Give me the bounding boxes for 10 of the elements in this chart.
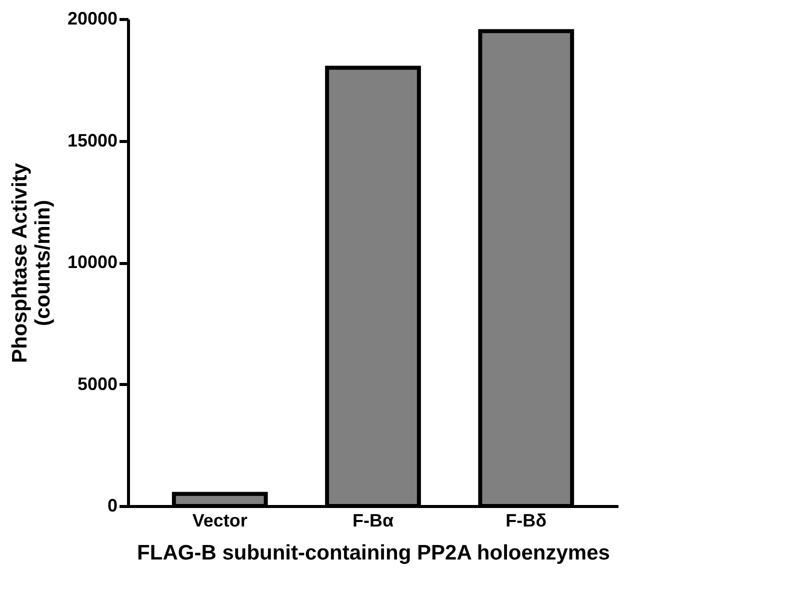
y-tick-label: 10000 [67, 252, 118, 272]
y-tick-label: 20000 [67, 8, 118, 28]
y-tick-label: 15000 [67, 130, 118, 150]
x-tick-label: F-Bδ [506, 510, 547, 530]
y-tick-label: 0 [107, 496, 118, 516]
x-tick-label: Vector [192, 510, 248, 530]
x-tick-label: F-Bα [352, 510, 394, 530]
y-axis-title: Phosphtase Activity (counts/min) [8, 162, 54, 363]
y-tick-label: 5000 [77, 374, 118, 394]
x-axis-title: FLAG-B subunit-containing PP2A holoenzymes [137, 542, 610, 564]
